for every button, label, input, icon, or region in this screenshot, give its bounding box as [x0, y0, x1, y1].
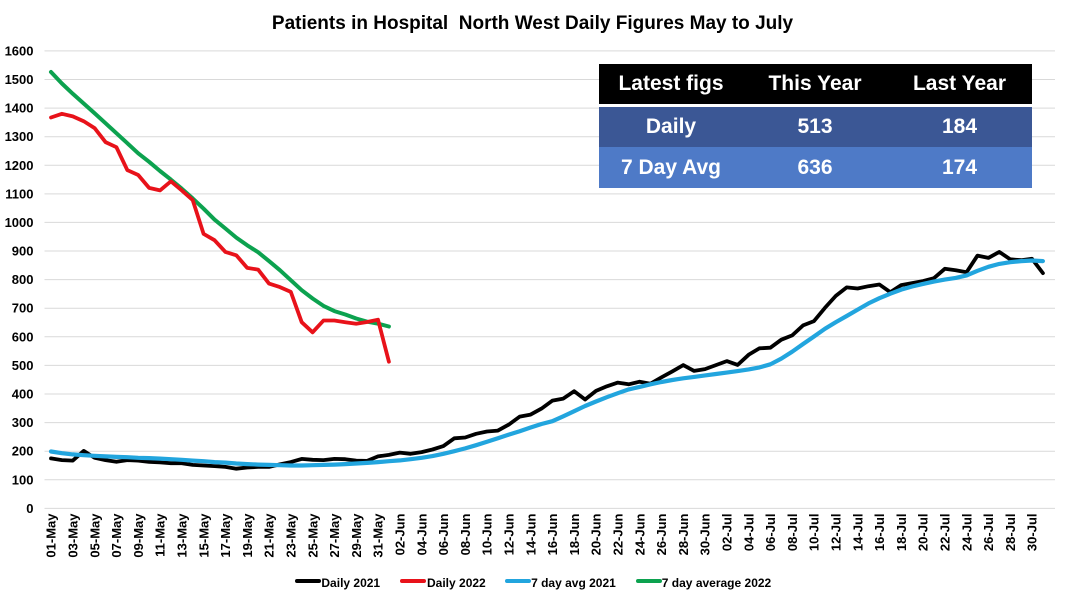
svg-text:10-Jul: 10-Jul — [807, 514, 822, 552]
svg-text:28-Jul: 28-Jul — [1003, 514, 1018, 552]
svg-text:08-Jul: 08-Jul — [785, 514, 800, 552]
svg-text:08-Jun: 08-Jun — [458, 513, 473, 555]
svg-text:28-Jun: 28-Jun — [676, 513, 691, 555]
svg-text:1600: 1600 — [5, 43, 34, 58]
svg-text:400: 400 — [12, 387, 34, 402]
svg-text:16-Jul: 16-Jul — [872, 514, 887, 552]
svg-text:12-Jul: 12-Jul — [829, 514, 844, 552]
svg-text:12-Jun: 12-Jun — [502, 513, 517, 555]
svg-text:200: 200 — [12, 444, 34, 459]
svg-text:27-May: 27-May — [327, 513, 342, 558]
svg-text:14-Jun: 14-Jun — [523, 513, 538, 555]
svg-text:26-Jun: 26-Jun — [654, 513, 669, 555]
svg-text:600: 600 — [12, 329, 34, 344]
svg-text:800: 800 — [12, 272, 34, 287]
svg-text:04-Jun: 04-Jun — [414, 513, 429, 555]
svg-text:18-Jul: 18-Jul — [894, 514, 909, 552]
svg-text:07-May: 07-May — [109, 513, 124, 558]
svg-text:29-May: 29-May — [349, 513, 364, 558]
svg-text:25-May: 25-May — [305, 513, 320, 558]
svg-text:1500: 1500 — [5, 72, 34, 87]
svg-text:1000: 1000 — [5, 215, 34, 230]
svg-text:500: 500 — [12, 358, 34, 373]
svg-text:0: 0 — [26, 501, 33, 516]
svg-text:31-May: 31-May — [371, 513, 386, 558]
svg-text:30-Jun: 30-Jun — [698, 513, 713, 555]
svg-text:24-Jun: 24-Jun — [632, 513, 647, 555]
svg-text:24-Jul: 24-Jul — [959, 514, 974, 552]
svg-text:06-Jul: 06-Jul — [763, 514, 778, 552]
svg-text:30-Jul: 30-Jul — [1025, 514, 1040, 552]
svg-text:1200: 1200 — [5, 158, 34, 173]
svg-text:22-Jul: 22-Jul — [938, 514, 953, 552]
svg-text:01-May: 01-May — [44, 513, 59, 558]
svg-text:700: 700 — [12, 301, 34, 316]
svg-text:1300: 1300 — [5, 129, 34, 144]
svg-text:20-Jul: 20-Jul — [916, 514, 931, 552]
svg-text:1100: 1100 — [5, 186, 33, 201]
svg-text:18-Jun: 18-Jun — [567, 513, 582, 555]
svg-text:15-May: 15-May — [196, 513, 211, 558]
svg-text:19-May: 19-May — [240, 513, 255, 558]
svg-text:23-May: 23-May — [284, 513, 299, 558]
svg-text:14-Jul: 14-Jul — [850, 514, 865, 552]
svg-text:16-Jun: 16-Jun — [545, 513, 560, 555]
svg-text:22-Jun: 22-Jun — [611, 513, 626, 555]
svg-text:1400: 1400 — [5, 101, 34, 116]
svg-text:03-May: 03-May — [66, 513, 81, 558]
svg-text:02-Jun: 02-Jun — [393, 513, 408, 555]
svg-text:900: 900 — [12, 244, 34, 259]
svg-text:06-Jun: 06-Jun — [436, 513, 451, 555]
svg-text:11-May: 11-May — [153, 513, 168, 557]
svg-text:26-Jul: 26-Jul — [981, 514, 996, 552]
svg-text:20-Jun: 20-Jun — [589, 513, 604, 555]
svg-text:100: 100 — [12, 472, 34, 487]
svg-text:09-May: 09-May — [131, 513, 146, 558]
svg-text:13-May: 13-May — [175, 513, 190, 558]
svg-text:04-Jul: 04-Jul — [741, 514, 756, 552]
svg-text:21-May: 21-May — [262, 513, 277, 558]
svg-text:300: 300 — [12, 415, 34, 430]
svg-text:05-May: 05-May — [87, 513, 102, 558]
svg-text:17-May: 17-May — [218, 513, 233, 558]
svg-text:10-Jun: 10-Jun — [480, 513, 495, 555]
svg-text:02-Jul: 02-Jul — [720, 514, 735, 552]
